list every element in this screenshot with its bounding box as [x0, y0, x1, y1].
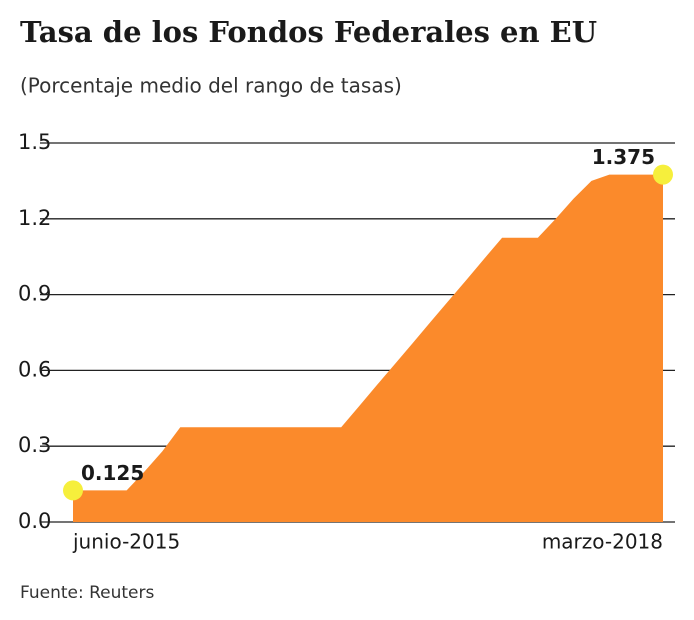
- x-tick-label: junio-2015: [72, 530, 180, 554]
- chart-subtitle: (Porcentaje medio del rango de tasas): [20, 74, 402, 98]
- y-tick-label: 1.2: [18, 206, 51, 230]
- area: [73, 174, 663, 523]
- chart-title: Tasa de los Fondos Federales en EU: [20, 15, 597, 49]
- y-tick-label: 0.9: [18, 282, 51, 306]
- y-tick-label: 0.6: [18, 357, 51, 381]
- x-tick-label: marzo-2018: [542, 530, 663, 554]
- y-tick-label: 1.5: [18, 130, 51, 154]
- y-tick-label: 0.3: [18, 433, 51, 457]
- value-label: 1.375: [592, 145, 655, 169]
- highlight-dot: [653, 164, 673, 185]
- value-label: 0.125: [81, 461, 144, 485]
- y-tick-label: 0.0: [18, 509, 51, 533]
- source: Fuente: Reuters: [20, 583, 155, 603]
- highlight-dot: [63, 480, 83, 501]
